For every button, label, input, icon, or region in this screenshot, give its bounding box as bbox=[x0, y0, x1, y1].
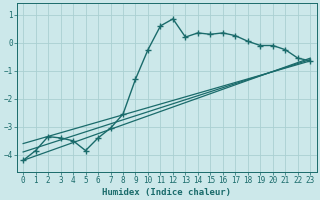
X-axis label: Humidex (Indice chaleur): Humidex (Indice chaleur) bbox=[102, 188, 231, 197]
